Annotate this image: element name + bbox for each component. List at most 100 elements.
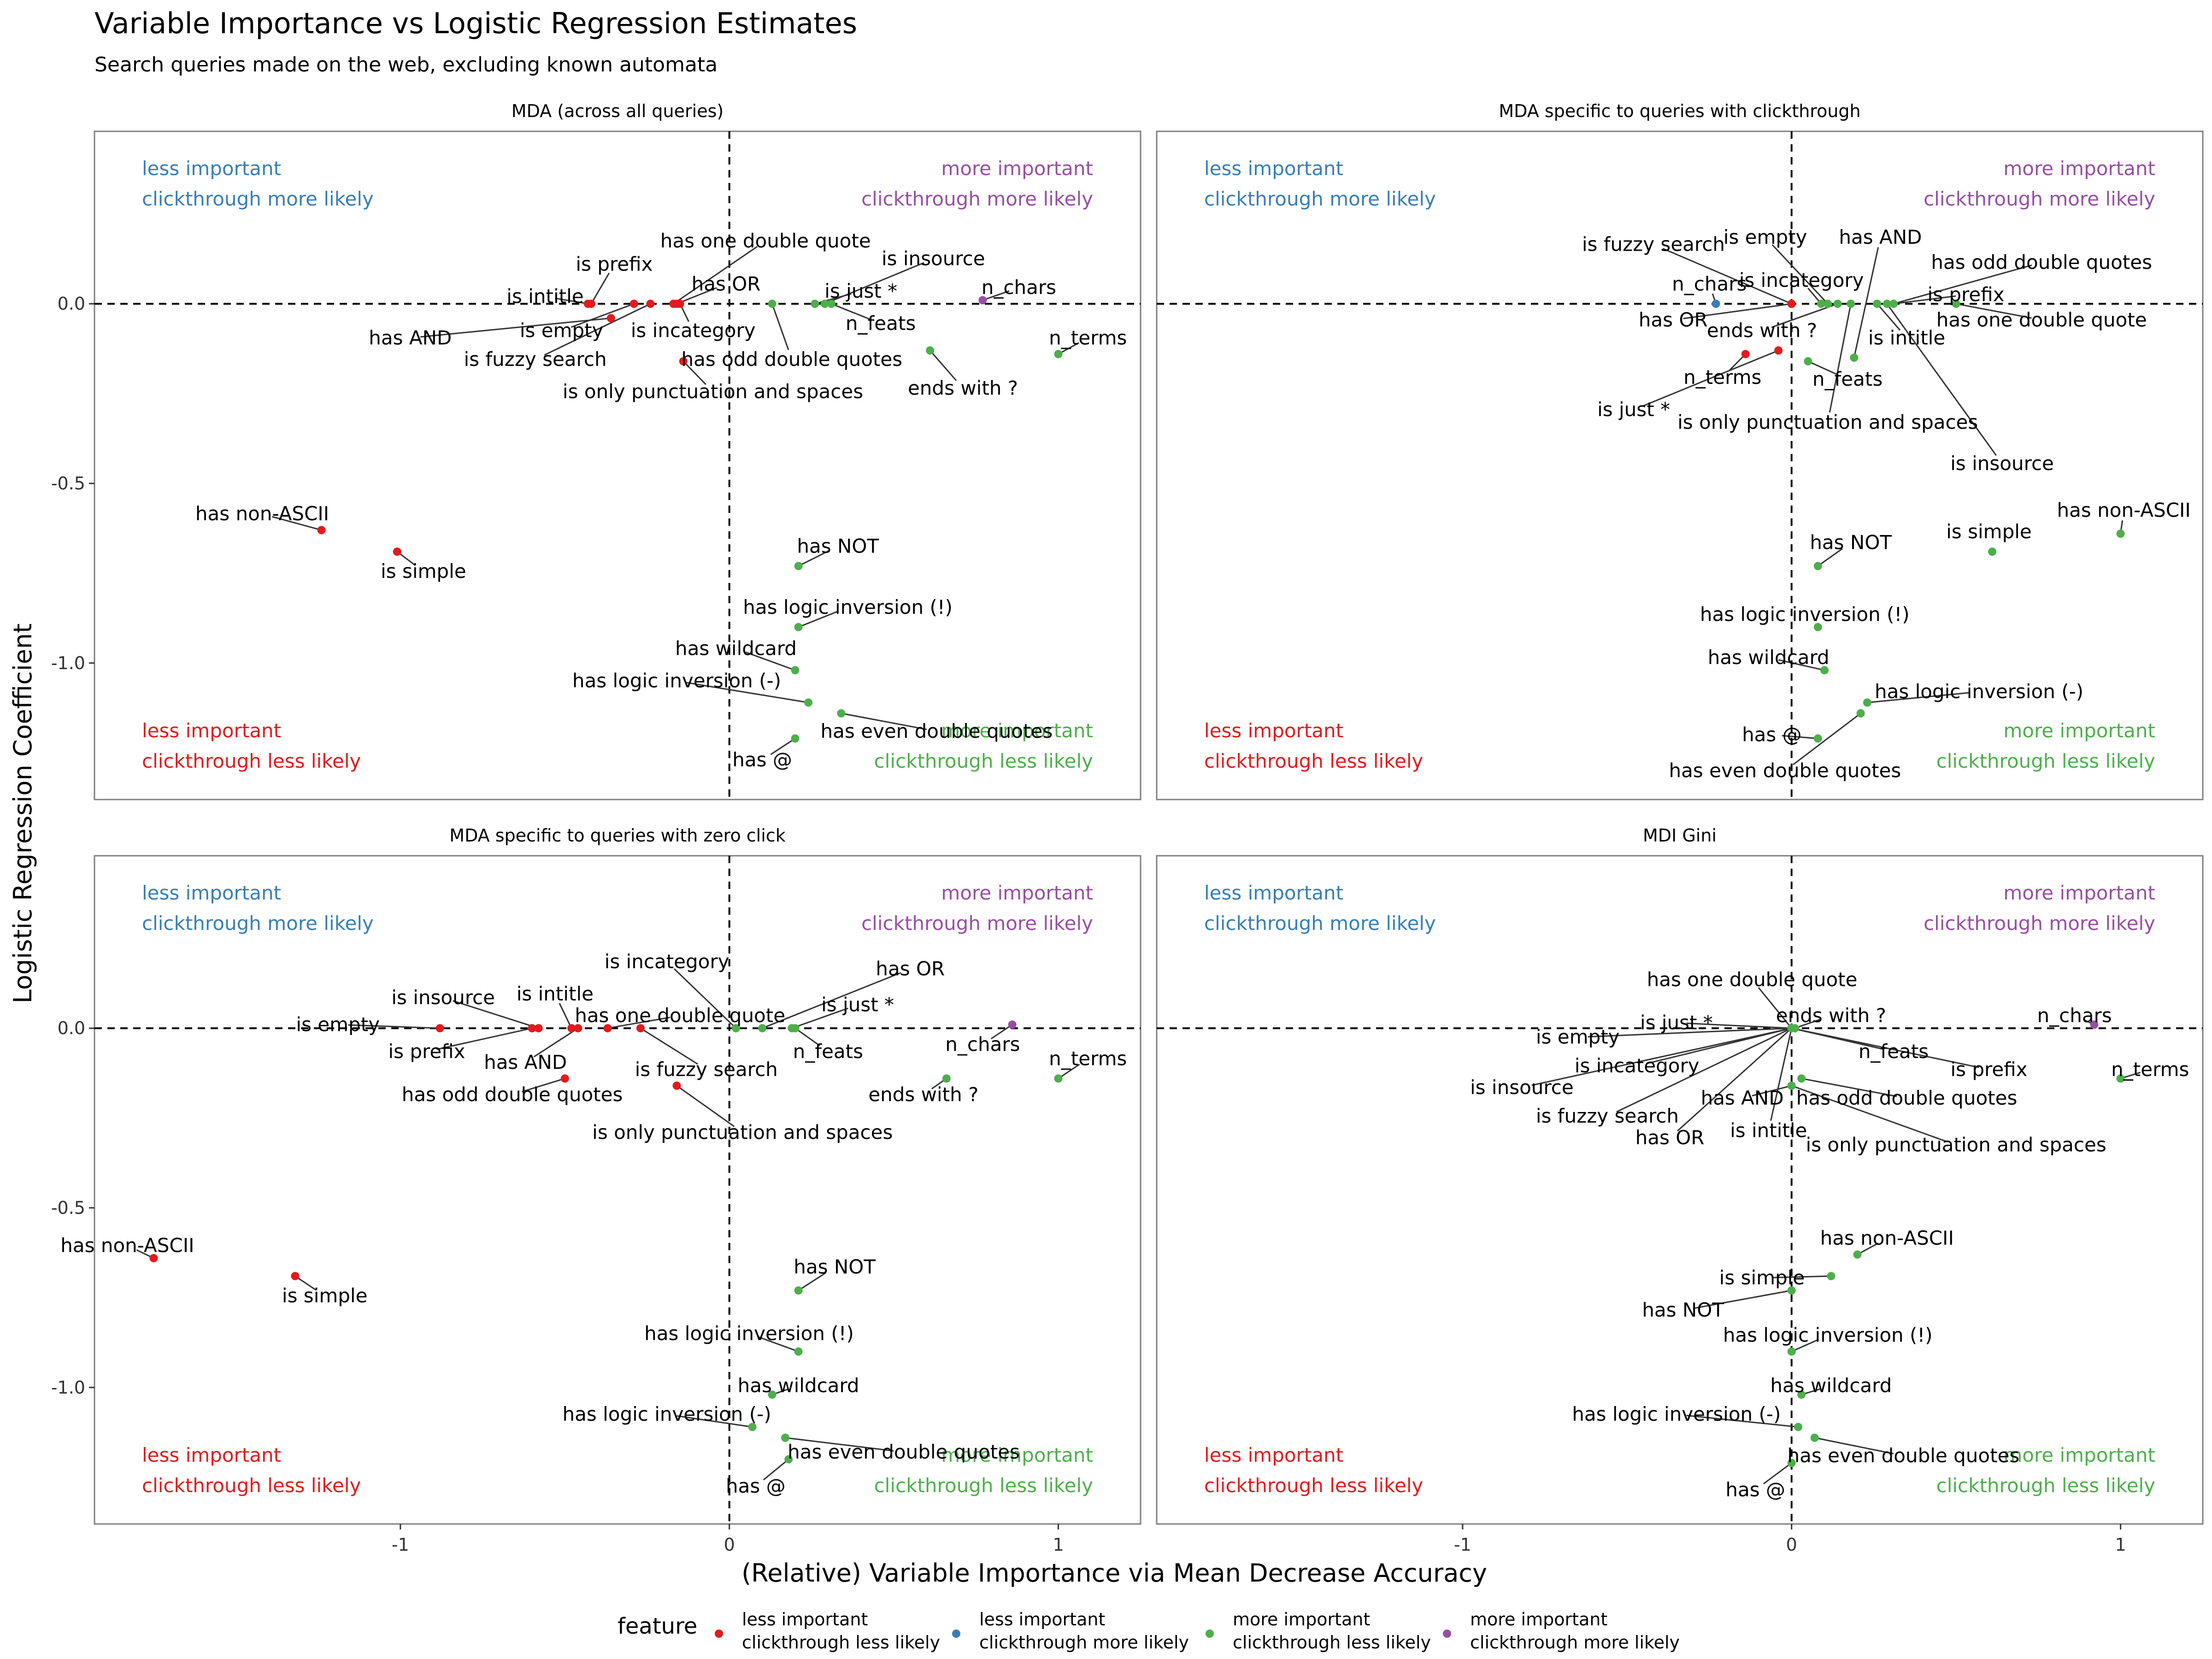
leader-line (676, 1085, 735, 1127)
quadrant-label-bl: less important (1204, 719, 1343, 742)
point-label-has-one-double-quote: has one double quote (1936, 308, 2147, 331)
point-label-has-odd-double-quotes: has odd double quotes (402, 1083, 623, 1106)
point-is-only-punctuation-and-spaces (1847, 300, 1855, 308)
legend-swatch (952, 1630, 960, 1638)
point-has-even-double-quotes (781, 1433, 790, 1442)
quadrant-label-tr: clickthrough more likely (861, 912, 1093, 935)
point-label-has-logic-inversion: has logic inversion (-) (1875, 680, 2083, 703)
point-labels: has one double quote ends with ? is just *… (1470, 968, 2189, 1501)
y-tick-label: -1.0 (51, 1377, 85, 1398)
x-tick-label: 1 (1053, 1535, 1064, 1555)
point-is-intitle (1873, 300, 1882, 308)
point-has-even-double-quotes (1856, 709, 1865, 718)
point-label-has-and: has AND (1839, 226, 1922, 248)
quadrant-label-tr: more important (2003, 882, 2155, 904)
point-label-is-only-punctuation-and-spaces: is only punctuation and spaces (1677, 411, 1978, 433)
leader-line (1814, 1437, 1894, 1454)
leader-line (1801, 1077, 1897, 1097)
point-has-logic-inversion (748, 1423, 757, 1431)
point-label-is-insource: is insource (1950, 452, 2054, 475)
leader-line (533, 1027, 579, 1058)
legend-label: less important (742, 1609, 868, 1630)
leader-line (420, 317, 611, 338)
point-labels: n_chars is fuzzy search has OR is empty is i… (1582, 226, 2191, 782)
point-label-is-incategory: is incategory (1575, 1054, 1700, 1077)
point-label-has-not: has NOT (1810, 531, 1892, 554)
leader-line (794, 1027, 820, 1047)
leader-line (1771, 244, 1829, 305)
leader-line (677, 1415, 753, 1428)
leader-line (763, 1459, 789, 1481)
point-has-logic-inversion (1863, 698, 1871, 707)
point-label-is-empty: is empty (520, 319, 604, 342)
leader-line (1886, 303, 1997, 456)
point-is-simple (393, 547, 401, 556)
leader-line (798, 550, 830, 567)
point-label-has-odd-double-quotes: has odd double quotes (1796, 1087, 2018, 1109)
legend-label: more important (1470, 1609, 1607, 1630)
point-label-n-feats: n_feats (1859, 1040, 1929, 1063)
legend-label: less important (979, 1609, 1105, 1630)
leader-line (1686, 1414, 1799, 1428)
leader-line (1616, 1027, 1792, 1113)
point-ends-with (942, 1074, 951, 1083)
point-label-is-incategory: is incategory (1739, 269, 1864, 292)
point-is-insource (1883, 300, 1891, 308)
point-label-has-non-ascii: has non-ASCII (195, 502, 329, 525)
point-has-odd-double-quotes (560, 1074, 569, 1083)
leader-line (294, 1275, 317, 1291)
point-is-only-punctuation-and-spaces (672, 1081, 681, 1090)
quadrant-label-bl: less important (142, 1444, 281, 1466)
point-label-is-empty: is empty (1724, 226, 1807, 248)
point-label-has-logic-inversion: has logic inversion (!) (1723, 1324, 1933, 1347)
leader-line (271, 516, 322, 531)
y-axis-title: Logistic Regression Coefficient (8, 624, 37, 1004)
y-tick-label: 0.0 (58, 294, 85, 314)
panel-mda-specific-to-queries-with-zero-click: MDA specific to queries with zero click -… (51, 825, 1141, 1555)
leader-line (831, 303, 872, 321)
leader-line (676, 287, 717, 305)
leader-line (1791, 1027, 1979, 1068)
point-label-has-non-ascii: has non-ASCII (1820, 1227, 1954, 1249)
point-n-terms (2116, 1074, 2125, 1083)
point-label-has-logic-inversion: has logic inversion (!) (743, 596, 953, 618)
point-label-is-fuzzy-search: is fuzzy search (1536, 1105, 1679, 1127)
quadrant-label-tr: more important (2003, 157, 2155, 180)
point-has-logic-inversion (1787, 1347, 1796, 1356)
point-label-is-fuzzy-search: is fuzzy search (1582, 233, 1725, 256)
y-tick-label: -0.5 (51, 1198, 85, 1218)
quadrant-label-br: clickthrough less likely (1936, 750, 2155, 772)
quadrant-label-tl: less important (1204, 882, 1343, 904)
leader-line (555, 297, 588, 305)
point-has (1787, 1459, 1796, 1467)
leader-line (1642, 350, 1779, 407)
point-label-has-one-double-quote: has one double quote (1647, 968, 1858, 991)
leader-line (770, 738, 796, 755)
point-is-incategory (731, 1024, 740, 1033)
point-label-has-not: has NOT (1642, 1299, 1724, 1321)
point-label-has-or: has OR (1639, 308, 1708, 331)
y-tick-label: -1.0 (51, 653, 85, 673)
point-label-is-prefix: is prefix (1928, 283, 2005, 306)
leader-line (1791, 1339, 1819, 1353)
point-label-is-fuzzy-search: is fuzzy search (464, 348, 606, 371)
point-n-feats (827, 300, 835, 308)
point-has-or (1787, 1024, 1796, 1033)
point-is-just (811, 300, 819, 308)
quadrant-label-tl: clickthrough more likely (142, 912, 374, 935)
point-label-is-simple: is simple (381, 560, 466, 582)
point-is-insource (534, 1024, 543, 1033)
leader-line (1807, 360, 1839, 376)
quadrant-label-tr: clickthrough more likely (1924, 912, 2155, 935)
leader-line (771, 303, 789, 350)
point-is-prefix (528, 1024, 536, 1033)
point-label-is-simple: is simple (282, 1284, 368, 1307)
x-tick-label: 0 (1786, 1535, 1797, 1555)
point-label-n-feats: n_feats (793, 1040, 863, 1063)
point-label-n-chars: n_chars (945, 1033, 1020, 1055)
point-is-intitle (567, 1024, 576, 1033)
